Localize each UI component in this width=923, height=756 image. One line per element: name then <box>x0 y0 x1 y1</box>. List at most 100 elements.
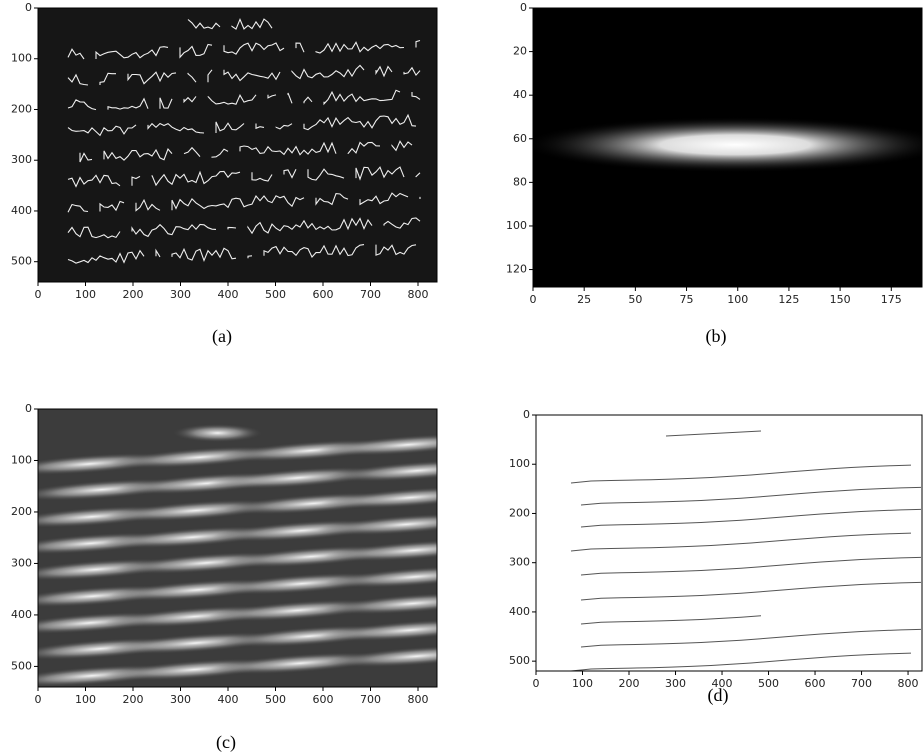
x-tick-label: 800 <box>408 288 429 301</box>
x-tick-label: 700 <box>360 288 381 301</box>
x-tick-label: 25 <box>577 293 591 306</box>
streak <box>320 486 437 509</box>
image-bg <box>38 8 437 282</box>
y-tick-label: 100 <box>11 453 32 466</box>
y-tick-label: 200 <box>11 102 32 115</box>
y-tick-label: 400 <box>11 608 32 621</box>
panel-image <box>38 8 437 282</box>
text-line <box>580 581 922 601</box>
x-tick-label: 50 <box>628 293 642 306</box>
x-tick-label: 200 <box>123 693 144 706</box>
y-tick-label: 100 <box>506 219 527 232</box>
text-line <box>570 532 912 552</box>
panel-image <box>533 8 922 287</box>
text-line <box>580 508 922 528</box>
x-tick-label: 0 <box>35 288 42 301</box>
handwriting <box>67 64 421 86</box>
y-tick-label: 300 <box>509 556 530 569</box>
y-tick-label: 300 <box>11 556 32 569</box>
y-tick-label: 200 <box>11 505 32 518</box>
x-tick-label: 0 <box>35 693 42 706</box>
x-tick-label: 400 <box>218 693 239 706</box>
axes-frame <box>532 7 923 288</box>
streak <box>316 513 437 536</box>
x-tick-label: 800 <box>408 693 429 706</box>
x-tick-label: 700 <box>851 677 872 690</box>
x-tick-label: 300 <box>665 677 686 690</box>
x-tick-label: 100 <box>727 293 748 306</box>
x-tick-label: 100 <box>572 677 593 690</box>
text-line <box>570 652 912 671</box>
y-tick-label: 0 <box>523 408 530 421</box>
panel-caption: (b) <box>706 326 727 347</box>
y-tick-label: 100 <box>11 52 32 65</box>
x-tick-label: 300 <box>170 693 191 706</box>
y-tick-label: 400 <box>11 204 32 217</box>
axes-frame <box>37 7 438 283</box>
y-tick-label: 20 <box>513 45 527 58</box>
streak <box>324 565 437 588</box>
text-line <box>580 556 922 576</box>
y-tick-label: 0 <box>520 1 527 14</box>
x-tick-label: 400 <box>218 288 239 301</box>
x-tick-label: 800 <box>898 677 919 690</box>
x-tick-label: 600 <box>313 693 334 706</box>
y-tick-label: 500 <box>11 255 32 268</box>
text-line <box>580 628 922 648</box>
y-tick-label: 0 <box>25 402 32 415</box>
streak <box>327 459 437 482</box>
x-tick-label: 200 <box>619 677 640 690</box>
panel-image <box>38 409 437 687</box>
streak <box>322 592 437 615</box>
panel-caption: (a) <box>212 326 232 347</box>
y-tick-label: 300 <box>11 153 32 166</box>
streak <box>320 619 437 642</box>
handwriting <box>67 39 421 60</box>
y-tick-label: 60 <box>513 132 527 145</box>
streak <box>326 645 437 668</box>
streak <box>172 424 263 442</box>
panel-image <box>536 415 922 671</box>
handwriting <box>187 17 273 30</box>
axes-frame <box>535 414 923 672</box>
x-tick-label: 125 <box>778 293 799 306</box>
x-tick-label: 600 <box>313 288 334 301</box>
axes-frame <box>37 408 438 688</box>
streak <box>324 539 437 562</box>
panel-caption: (c) <box>216 732 236 753</box>
x-tick-label: 75 <box>680 293 694 306</box>
x-tick-label: 500 <box>265 288 286 301</box>
y-tick-label: 40 <box>513 88 527 101</box>
y-tick-label: 500 <box>11 659 32 672</box>
text-line <box>665 430 762 437</box>
x-tick-label: 300 <box>170 288 191 301</box>
y-tick-label: 400 <box>509 605 530 618</box>
image-bg <box>536 415 922 671</box>
text-line <box>580 486 922 506</box>
text-line <box>570 464 912 484</box>
x-tick-label: 700 <box>360 693 381 706</box>
x-tick-label: 400 <box>712 677 733 690</box>
x-tick-label: 175 <box>881 293 902 306</box>
x-tick-label: 100 <box>75 693 96 706</box>
y-tick-label: 100 <box>509 457 530 470</box>
x-tick-label: 0 <box>530 293 537 306</box>
x-tick-label: 150 <box>830 293 851 306</box>
y-tick-label: 200 <box>509 506 530 519</box>
handwriting <box>67 217 421 239</box>
y-tick-label: 80 <box>513 175 527 188</box>
streak <box>317 433 437 456</box>
gaussian-blob <box>533 116 922 173</box>
x-tick-label: 100 <box>75 288 96 301</box>
handwriting <box>67 89 421 111</box>
panel-caption: (d) <box>708 685 729 706</box>
x-tick-label: 500 <box>265 693 286 706</box>
y-tick-label: 120 <box>506 263 527 276</box>
text-line <box>580 615 762 625</box>
x-tick-label: 600 <box>805 677 826 690</box>
y-tick-label: 0 <box>25 1 32 14</box>
x-tick-label: 200 <box>123 288 144 301</box>
y-tick-label: 500 <box>509 654 530 667</box>
